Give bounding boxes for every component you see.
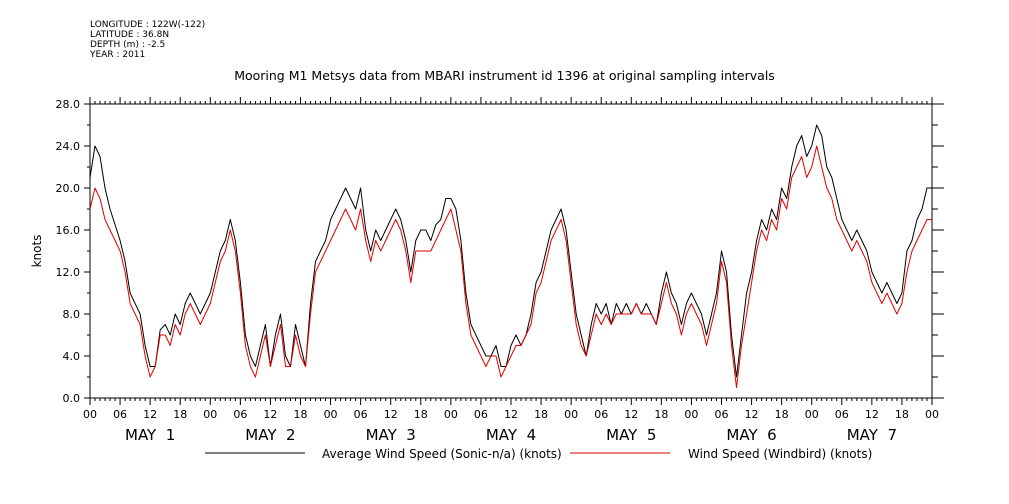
x-day-label: MAY 3 <box>366 426 416 444</box>
latitude-label: LATITUDE : 36.8N <box>90 30 170 40</box>
x-tick-label: 06 <box>835 408 849 421</box>
series-line-windbird-wind-speed <box>89 145 932 388</box>
series-lines <box>89 124 932 388</box>
x-tick-label: 12 <box>624 408 638 421</box>
legend-label-average: Average Wind Speed (Sonic-n/a) (knots) <box>322 447 562 461</box>
x-tick-label: 06 <box>715 408 729 421</box>
x-tick-label: 18 <box>294 408 308 421</box>
x-tick-label: 12 <box>143 408 157 421</box>
x-tick-label: 00 <box>203 408 217 421</box>
x-tick-label: 06 <box>113 408 127 421</box>
x-day-label: MAY 4 <box>486 426 536 444</box>
x-tick-label: 00 <box>925 408 939 421</box>
y-tick-label: 0.0 <box>63 392 81 405</box>
year-label: YEAR : 2011 <box>90 50 146 60</box>
x-tick-label: 12 <box>384 408 398 421</box>
y-tick-label: 28.0 <box>56 98 81 111</box>
x-tick-label: 18 <box>173 408 187 421</box>
plot-frame <box>89 103 933 399</box>
x-tick-label: 00 <box>805 408 819 421</box>
x-tick-label: 06 <box>354 408 368 421</box>
y-tick-label: 16.0 <box>56 224 81 237</box>
series-line-average-wind-speed <box>89 124 932 378</box>
x-tick-label: 00 <box>324 408 338 421</box>
x-day-label: MAY 1 <box>125 426 175 444</box>
legend-label-windbird: Wind Speed (Windbird) (knots) <box>688 447 872 461</box>
y-tick-label: 12.0 <box>56 266 81 279</box>
x-tick-label: 06 <box>474 408 488 421</box>
x-tick-label: 12 <box>745 408 759 421</box>
x-tick-label: 00 <box>83 408 97 421</box>
depth-label: DEPTH (m) : -2.5 <box>90 40 166 50</box>
x-tick-label: 12 <box>504 408 518 421</box>
x-tick-label: 00 <box>684 408 698 421</box>
legend: Average Wind Speed (Sonic-n/a) (knots) W… <box>205 447 872 461</box>
longitude-label: LONGITUDE : 122W(-122) <box>90 20 206 30</box>
x-tick-label: 12 <box>865 408 879 421</box>
y-tick-label: 20.0 <box>56 182 81 195</box>
x-tick-label: 12 <box>263 408 277 421</box>
x-tick-label: 18 <box>534 408 548 421</box>
y-tick-label: 8.0 <box>63 308 81 321</box>
y-tick-label: 4.0 <box>63 350 81 363</box>
x-day-label: MAY 2 <box>245 426 295 444</box>
x-tick-label: 00 <box>564 408 578 421</box>
x-day-label: MAY 5 <box>606 426 656 444</box>
x-tick-label: 18 <box>654 408 668 421</box>
x-tick-label: 18 <box>414 408 428 421</box>
chart-title: Mooring M1 Metsys data from MBARI instru… <box>234 68 775 83</box>
x-axis: 00 06 12 18 00 06 12 18 00 06 12 18 00 06 12 18 00 06 12 18… <box>83 97 939 444</box>
x-tick-label: 06 <box>594 408 608 421</box>
x-tick-label: 00 <box>444 408 458 421</box>
x-day-label: MAY 6 <box>726 426 776 444</box>
y-axis: 0.0 4.0 8.0 12.0 16.0 20.0 24.0 28.0 <box>56 98 944 405</box>
x-tick-label: 18 <box>775 408 789 421</box>
x-day-label: MAY 7 <box>847 426 897 444</box>
y-axis-label: knots <box>30 235 44 268</box>
metadata-header: LONGITUDE : 122W(-122) LATITUDE : 36.8N … <box>90 20 205 60</box>
y-tick-label: 24.0 <box>56 140 81 153</box>
x-tick-label: 06 <box>233 408 247 421</box>
x-tick-label: 18 <box>895 408 909 421</box>
